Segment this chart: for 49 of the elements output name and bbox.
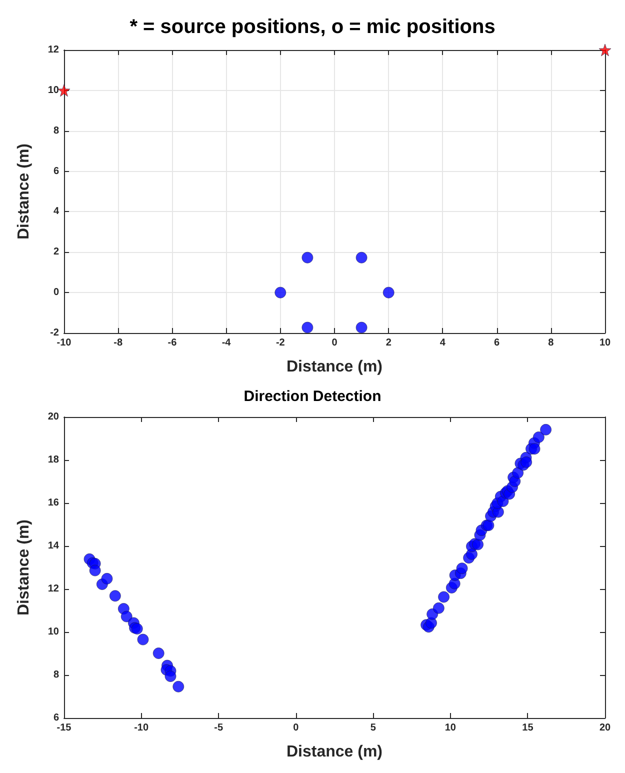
y-tick-label: 0 [53,287,60,298]
x-tick-label: 0 [293,722,300,734]
point [302,252,314,264]
point [274,286,286,298]
x-tick-label: 6 [494,338,500,348]
y-tick-label: 12 [48,584,60,594]
y-tick-label: 16 [48,498,60,508]
x-tick-label: -4 [222,338,232,348]
y-tick-label: -2 [50,328,60,338]
y-tick-label: 4 [53,206,60,218]
point [302,322,314,334]
y-tick-label: 18 [48,454,60,466]
y-tick-label: 6 [53,712,60,724]
x-tick-label: -6 [168,338,178,348]
point [356,322,368,334]
x-tick-label: -10 [134,722,149,734]
y-axis-title: Distance (m) [16,143,32,240]
y-tick-label: 10 [48,84,60,96]
x-axis-title: Distance (m) [286,358,383,376]
point [58,84,70,97]
point [382,286,394,298]
x-tick-label: 10 [599,338,611,348]
x-tick-label: 5 [370,722,376,734]
x-tick-label: 15 [522,722,534,734]
chart-title: * = source positions, o = mic positions [130,16,496,38]
y-tick-label: 20 [48,412,60,422]
x-tick-label: 0 [332,338,338,348]
y-tick-label: 2 [53,246,60,258]
x-tick-label: -10 [56,338,72,348]
x-tick-label: 2 [386,338,392,348]
y-tick-label: 6 [53,166,60,177]
x-tick-label: 10 [444,722,456,734]
chart-title: Direction Detection [244,388,382,405]
point [598,44,612,56]
x-tick-label: -15 [56,722,72,734]
y-tick-label: 8 [53,670,60,680]
y-tick-label: 12 [48,44,60,56]
point [356,252,368,264]
y-tick-label: 10 [48,626,60,638]
x-axis-title: Distance (m) [286,744,383,760]
x-tick-label: -5 [214,722,224,734]
x-tick-label: 20 [599,722,611,734]
x-tick-label: 4 [440,338,446,348]
y-axis-title: Distance (m) [16,519,32,616]
x-tick-label: -2 [276,338,286,348]
y-tick-label: 8 [53,125,60,136]
y-tick-label: 14 [48,540,60,552]
x-tick-label: 8 [548,338,554,348]
x-tick-label: -8 [114,338,123,348]
